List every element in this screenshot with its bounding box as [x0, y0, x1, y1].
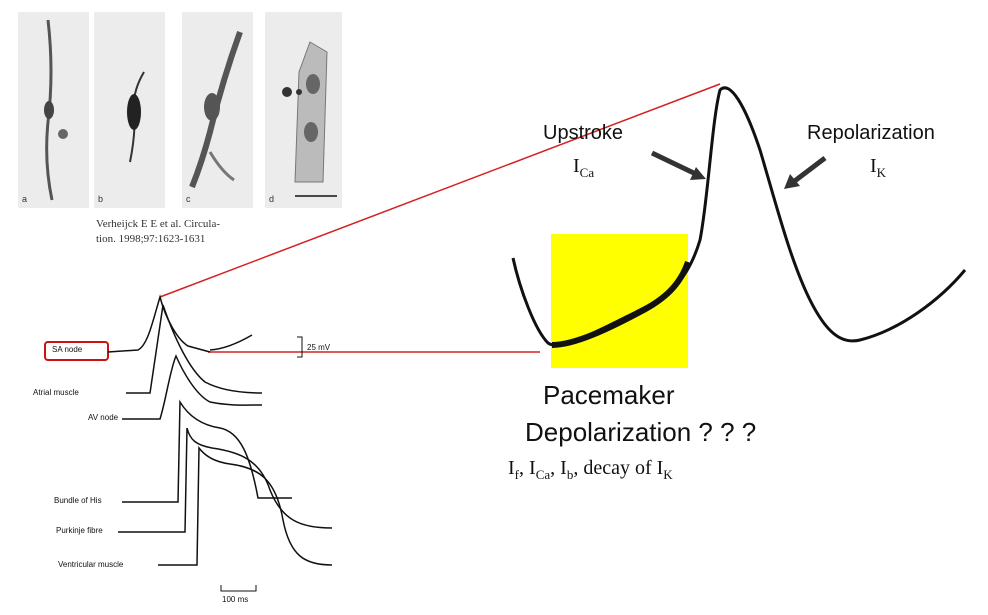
av-node-label: AV node	[88, 413, 119, 422]
voltage-scale-bar	[297, 336, 303, 358]
micrograph-label-c: c	[186, 194, 191, 204]
micrograph-b: b	[94, 12, 165, 208]
citation-line-1: Verheijck E E et al. Circula-	[96, 218, 221, 230]
micrograph-label-a: a	[22, 194, 28, 204]
ventricular-muscle-label: Ventricular muscle	[58, 560, 124, 569]
sa-node-highlight-box	[44, 341, 109, 361]
current-ib: Ib, decay of	[560, 457, 657, 482]
upstroke-label: Upstroke	[543, 122, 624, 144]
cell-image-d	[282, 41, 337, 197]
micrograph-label-d: d	[269, 194, 275, 204]
current-ik: IK	[656, 457, 673, 482]
connector-line-peak	[159, 83, 721, 298]
cell-image-a	[44, 19, 68, 201]
upstroke-current-sub: Ca	[579, 165, 595, 180]
av-node-trace	[122, 354, 263, 420]
pacemaker-phase-segment	[551, 260, 691, 348]
purkinje-fibre-trace	[118, 427, 333, 533]
ventricular-muscle-trace	[158, 445, 333, 566]
pacemaker-highlight-box	[551, 234, 688, 368]
voltage-scale-label: 25 mV	[307, 343, 331, 352]
micrograph-d: d	[265, 12, 342, 208]
atrial-muscle-label: Atrial muscle	[33, 388, 79, 397]
citation: Verheijck E E et al. Circula- tion. 1998…	[96, 217, 220, 247]
sa-node-label: SA node	[52, 345, 83, 354]
repolarization-arrowhead	[784, 174, 800, 189]
time-scale-bar	[220, 585, 257, 592]
repolarization-arrow	[790, 156, 827, 185]
depolarization-label: Depolarization ? ? ?	[525, 417, 757, 447]
repolarization-current-base: I	[870, 155, 877, 177]
micrograph-c: c	[182, 12, 253, 208]
citation-line-2: tion. 1998;97:1623-1631	[96, 233, 206, 245]
upstroke-current: ICa	[573, 155, 594, 181]
atrial-muscle-trace	[126, 304, 263, 394]
pacemaker-currents: If, ICa, Ib, decay of IK	[508, 457, 673, 483]
purkinje-fibre-label: Purkinje fibre	[56, 526, 103, 535]
sa-node-trace	[107, 294, 211, 353]
micrograph-a: a	[18, 12, 89, 208]
pacemaker-label: Pacemaker	[543, 380, 675, 410]
upstroke-current-base: I	[573, 155, 580, 177]
cell-image-c	[189, 30, 243, 189]
time-scale-label: 100 ms	[222, 595, 249, 604]
repolarization-label: Repolarization	[807, 122, 935, 144]
repolarization-current-sub: K	[876, 165, 887, 180]
upstroke-arrowhead	[690, 167, 706, 180]
sa-node-trace-tail	[209, 334, 253, 351]
repolarization-current: IK	[870, 155, 886, 181]
bundle-of-his-label: Bundle of His	[54, 496, 102, 505]
cell-image-b	[127, 71, 145, 163]
bundle-of-his-trace	[122, 399, 292, 503]
upstroke-arrow	[650, 150, 702, 179]
current-if: If,	[508, 457, 530, 482]
current-ica: ICa,	[529, 457, 561, 482]
micrograph-label-b: b	[98, 194, 104, 204]
